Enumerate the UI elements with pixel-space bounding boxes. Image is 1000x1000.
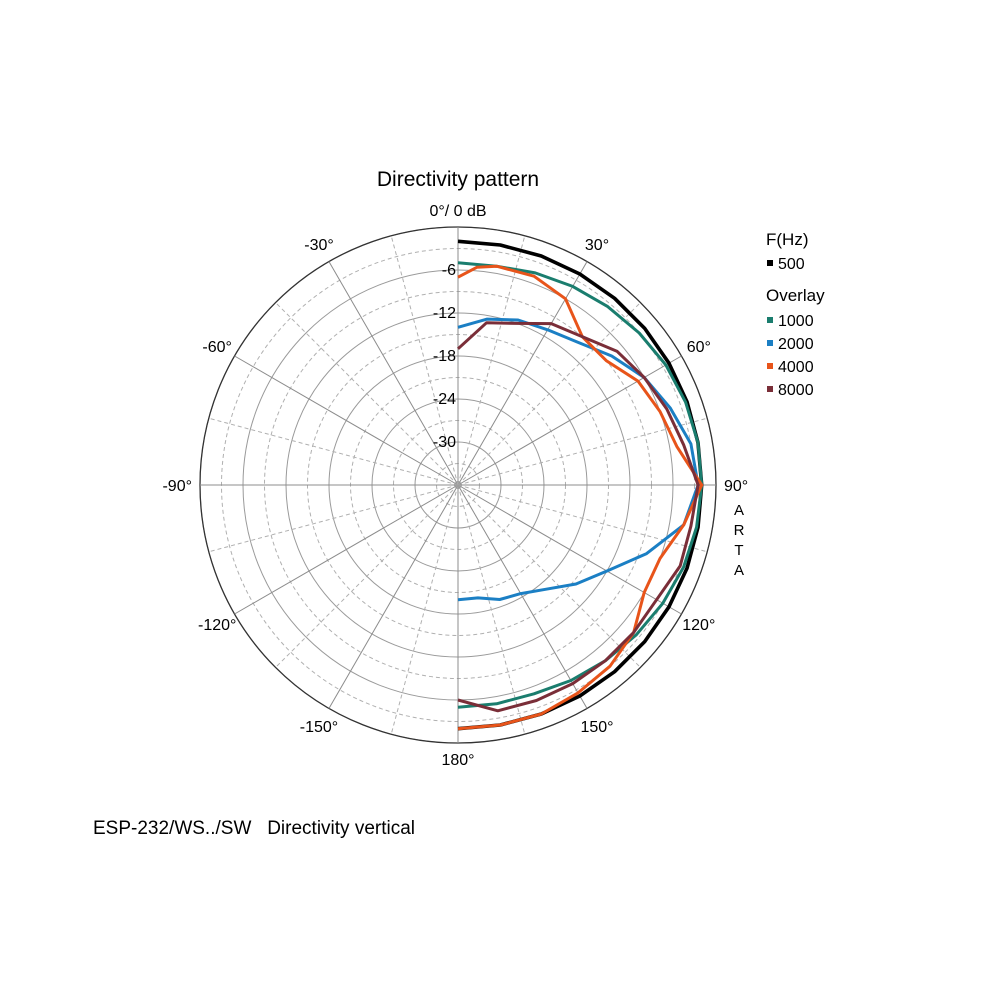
grid-spoke-major: [328, 484, 459, 709]
grid-spoke-minor: [275, 302, 459, 486]
figure-caption: ESP-232/WS../SW Directivity vertical: [93, 818, 416, 839]
legend-swatch: [767, 386, 773, 392]
angle-tick-label: 120°: [682, 617, 715, 634]
legend-header: F(Hz): [766, 230, 808, 249]
angle-tick-label: 30°: [585, 237, 609, 254]
grid-spoke-minor: [208, 484, 459, 553]
series-line-4000: [457, 264, 704, 731]
angle-tick-label: 60°: [687, 339, 711, 356]
legend-swatch: [767, 363, 773, 369]
arta-letter: T: [734, 542, 743, 559]
angle-tick-label: 90°: [724, 478, 748, 495]
grid-spoke-minor: [275, 484, 459, 668]
angle-tick-label: -30°: [304, 237, 334, 254]
grid-spoke-minor: [457, 302, 641, 486]
angle-tick-label: 150°: [580, 719, 613, 736]
angle-tick-label: -120°: [198, 617, 236, 634]
arta-letter: A: [734, 502, 744, 519]
radial-tick-label: -30: [433, 434, 456, 451]
series-layer: [456, 239, 704, 731]
radial-tick-label: -18: [433, 348, 456, 365]
legend-item-label: 1000: [778, 313, 814, 330]
legend-swatch: [767, 260, 773, 266]
legend-item-label: 4000: [778, 359, 814, 376]
grid-spoke-major: [234, 484, 459, 615]
radial-tick-label: -6: [442, 262, 456, 279]
legend-overlay-header: Overlay: [766, 286, 825, 305]
grid-spoke-minor: [457, 484, 526, 735]
polar-grid: [199, 226, 717, 744]
grid-spoke-major: [457, 261, 588, 486]
grid-spoke-minor: [208, 417, 459, 486]
legend: F(Hz) Overlay 500 1000 2000 4000 8000: [766, 230, 825, 399]
arta-letter: A: [734, 562, 744, 579]
arta-letter: R: [734, 522, 745, 539]
angle-tick-label: 180°: [441, 752, 474, 769]
angle-tick-label: -60°: [202, 339, 232, 356]
grid-spoke-major: [457, 355, 682, 486]
grid-spoke-major: [234, 355, 459, 486]
angle-tick-label: -90°: [162, 478, 192, 495]
grid-spoke-minor: [457, 484, 641, 668]
chart-title: Directivity pattern: [377, 168, 539, 191]
radial-tick-label: -12: [433, 305, 456, 322]
reference-label: 0°/ 0 dB: [429, 203, 486, 220]
grid-spoke-minor: [457, 417, 708, 486]
polar-labels: 0°/ 0 dB -6 -12 -18 -24 -30 -30° 30° -60° 60° -90°…: [162, 203, 748, 769]
legend-item-label: 2000: [778, 336, 814, 353]
radial-tick-label: -24: [433, 391, 456, 408]
legend-swatch: [767, 317, 773, 323]
grid-spoke-major: [457, 484, 588, 709]
grid-spoke-minor: [390, 484, 459, 735]
angle-tick-label: -150°: [300, 719, 338, 736]
grid-spoke-minor: [390, 235, 459, 486]
legend-item-label: 8000: [778, 382, 814, 399]
grid-spoke-minor: [457, 235, 526, 486]
series-line-8000: [456, 321, 700, 713]
grid-spoke-major: [457, 484, 682, 615]
grid-spoke-major: [328, 261, 459, 486]
legend-swatch: [767, 340, 773, 346]
legend-item-label: 500: [778, 256, 805, 273]
grid-spoke-minor: [457, 484, 708, 553]
